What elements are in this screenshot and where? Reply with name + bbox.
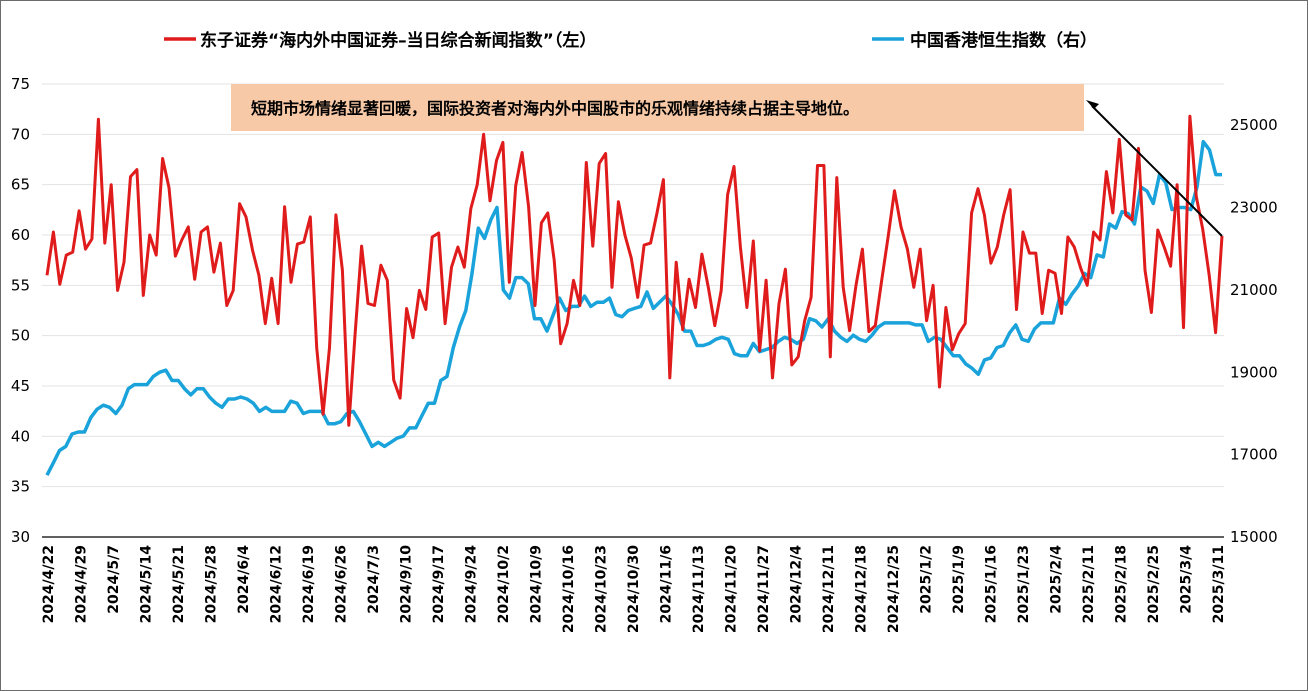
x-axis-tick-label: 2025/1/16 — [984, 545, 1000, 623]
left-axis-tick-label: 60 — [11, 226, 30, 244]
x-axis-tick-label: 2024/10/2 — [496, 545, 512, 623]
x-axis-tick-label: 2025/3/11 — [1211, 545, 1227, 623]
x-axis-tick-label: 2024/9/17 — [431, 545, 447, 623]
annotation: 短期市场情绪显著回暖，国际投资者对海内外中国股市的乐观情绪持续占据主导地位。 — [231, 84, 1223, 237]
right-axis-tick-label: 25000 — [1230, 116, 1278, 134]
x-axis-tick-label: 2024/10/9 — [529, 545, 545, 623]
x-axis-tick-label: 2024/12/18 — [854, 545, 870, 633]
legend-label-hsi: 中国香港恒生指数（右） — [910, 30, 1097, 51]
left-axis-tick-label: 65 — [11, 176, 30, 194]
left-axis-tick-label: 45 — [11, 377, 30, 395]
annotation-text: 短期市场情绪显著回暖，国际投资者对海内外中国股市的乐观情绪持续占据主导地位。 — [251, 99, 859, 118]
right-axis-tick-label: 23000 — [1230, 199, 1278, 217]
x-axis-tick-label: 2024/6/26 — [334, 545, 350, 623]
x-axis-tick-label: 2024/11/6 — [659, 545, 675, 623]
x-axis-tick-label: 2025/1/9 — [951, 545, 967, 614]
x-axis-tick-label: 2024/10/30 — [626, 545, 642, 633]
x-axis-tick-label: 2024/4/22 — [41, 545, 57, 623]
x-axis-tick-label: 2024/5/21 — [171, 545, 187, 623]
left-axis-tick-label: 70 — [11, 125, 30, 143]
x-axis-tick-label: 2024/12/25 — [886, 545, 902, 633]
right-axis-ticks: 15000 17000 19000 21000 23000 25000 — [1230, 116, 1278, 546]
x-axis-tick-label: 2024/11/27 — [756, 545, 772, 633]
x-axis-tick-label: 2024/11/20 — [724, 545, 740, 633]
right-axis-tick-label: 19000 — [1230, 363, 1278, 381]
right-axis-tick-label: 15000 — [1230, 528, 1278, 546]
annotation-box — [231, 84, 1084, 131]
x-axis-tick-label: 2024/6/19 — [301, 545, 317, 623]
x-axis-tick-label: 2025/3/4 — [1179, 545, 1195, 614]
series-line-hang-seng — [45, 139, 1222, 476]
annotation-arrowhead — [1086, 100, 1099, 109]
x-axis-tick-label: 2024/10/23 — [594, 545, 610, 633]
x-axis-tick-label: 2025/2/11 — [1081, 545, 1097, 623]
x-axis-tick-label: 2025/2/25 — [1146, 545, 1162, 623]
x-axis-tick-label: 2024/9/10 — [399, 545, 415, 624]
x-axis-tick-label: 2024/12/11 — [821, 545, 837, 633]
left-axis-tick-label: 35 — [11, 478, 30, 496]
x-axis-tick-label: 2024/10/16 — [561, 545, 577, 633]
x-axis-tick-label: 2024/4/29 — [74, 545, 90, 623]
x-axis-tick-label: 2024/6/4 — [236, 545, 252, 614]
legend-label-sentiment: 东子证券“海内外中国证券–当日综合新闻指数”（左） — [200, 30, 596, 51]
x-axis-tick-label: 2024/5/28 — [204, 545, 220, 623]
x-axis-tick-label: 2024/12/4 — [789, 545, 805, 624]
x-axis-tick-label: 2024/11/13 — [691, 545, 707, 633]
x-axis-tick-label: 2025/1/2 — [919, 545, 935, 614]
left-axis-tick-label: 55 — [11, 276, 30, 294]
x-axis-tick-label: 2025/1/23 — [1016, 545, 1032, 623]
x-axis-ticks: 2024/4/22 2024/4/29 2024/5/7 2024/5/14 2024/… — [41, 545, 1227, 633]
x-axis-tick-label: 2025/2/18 — [1114, 545, 1130, 623]
left-axis-tick-label: 40 — [11, 427, 30, 445]
x-axis-tick-label: 2024/5/7 — [106, 545, 122, 614]
right-axis-tick-label: 21000 — [1230, 281, 1278, 299]
x-axis-tick-label: 2024/6/12 — [269, 545, 285, 623]
series-line-news-index — [45, 114, 1224, 427]
x-axis-tick-label: 2025/2/4 — [1049, 545, 1065, 614]
right-axis-tick-label: 17000 — [1230, 446, 1278, 464]
left-axis-tick-label: 30 — [11, 528, 30, 546]
left-axis-tick-label: 50 — [11, 327, 30, 345]
left-axis-tick-label: 75 — [11, 75, 30, 93]
left-axis-ticks: 30 35 40 45 50 55 60 65 70 75 — [11, 75, 30, 546]
annotation-arrow — [1091, 105, 1223, 237]
x-axis-tick-label: 2024/5/14 — [139, 545, 155, 624]
x-axis-tick-label: 2024/7/3 — [366, 545, 382, 614]
x-axis-tick-label: 2024/9/24 — [464, 545, 480, 624]
legend: 东子证券“海内外中国证券–当日综合新闻指数”（左） 中国香港恒生指数（右） — [164, 30, 1097, 51]
